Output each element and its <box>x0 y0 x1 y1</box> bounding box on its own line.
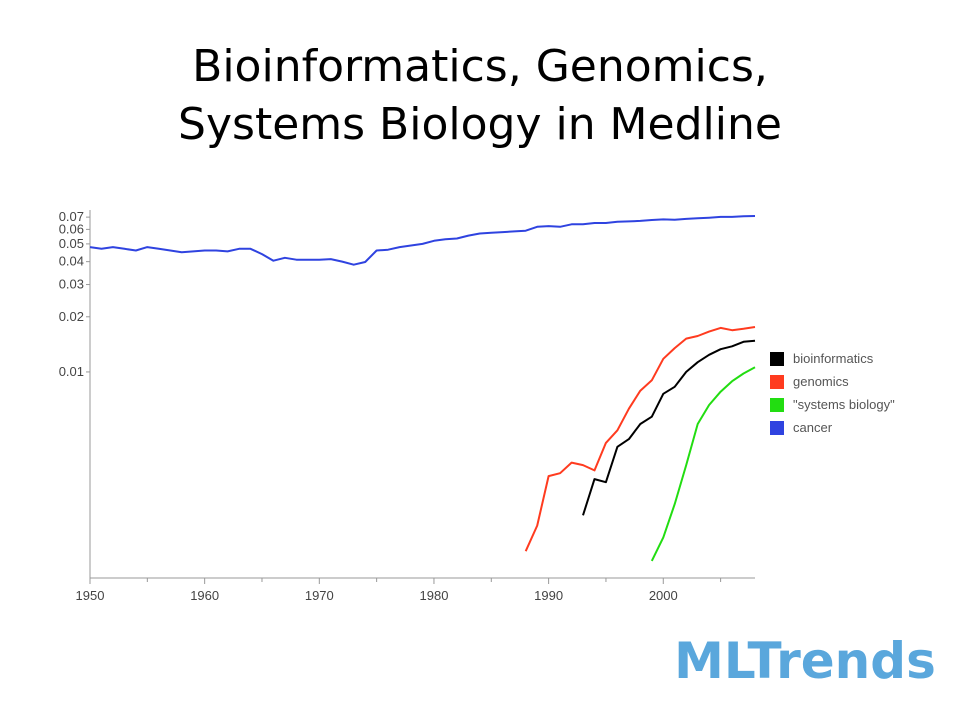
y-tick-label: 0.07 <box>59 209 84 224</box>
chart-axes: 0.01 0.02 0.03 0.04 0.050.060.07 1950 1960 1970… <box>59 209 755 603</box>
legend-swatch-genomics <box>770 375 784 389</box>
x-tick-label: 1980 <box>420 588 449 603</box>
legend-swatch-systems-biology <box>770 398 784 412</box>
mltrends-logo: MLTrends <box>674 632 936 690</box>
y-tick-label: 0.02 <box>59 309 84 324</box>
x-tick-label: 1990 <box>534 588 563 603</box>
x-tick-label: 1950 <box>76 588 105 603</box>
x-tick-label: 1960 <box>190 588 219 603</box>
slide-title-line-2: Systems Biology in Medline <box>178 99 782 150</box>
x-tick-label: 1970 <box>305 588 334 603</box>
legend-label-genomics: genomics <box>793 374 849 389</box>
legend-swatch-bioinformatics <box>770 352 784 366</box>
series-line-cancer <box>89 215 756 266</box>
y-tick-label: 0.06 <box>59 221 84 236</box>
y-tick-label: 0.01 <box>59 364 84 379</box>
legend-label-systems-biology: "systems biology" <box>793 397 895 412</box>
legend-label-bioinformatics: bioinformatics <box>793 351 874 366</box>
legend-swatch-cancer <box>770 421 784 435</box>
series-line-bioinformatics <box>582 339 756 516</box>
chart-series <box>89 215 756 562</box>
slide-title-line-1: Bioinformatics, Genomics, <box>192 41 768 92</box>
legend-label-cancer: cancer <box>793 420 833 435</box>
y-tick-label: 0.05 <box>59 236 84 251</box>
mltrends-logo-text: MLTrends <box>674 632 936 690</box>
slide-title: Bioinformatics, Genomics, Systems Biolog… <box>0 38 960 154</box>
series-line-genomics <box>524 326 756 552</box>
y-tick-label: 0.03 <box>59 277 84 292</box>
x-tick-label: 2000 <box>649 588 678 603</box>
chart-legend: bioinformatics genomics "systems biology" c… <box>770 351 895 435</box>
y-tick-label: 0.04 <box>59 254 84 269</box>
series-line-systems-biology <box>650 366 756 562</box>
